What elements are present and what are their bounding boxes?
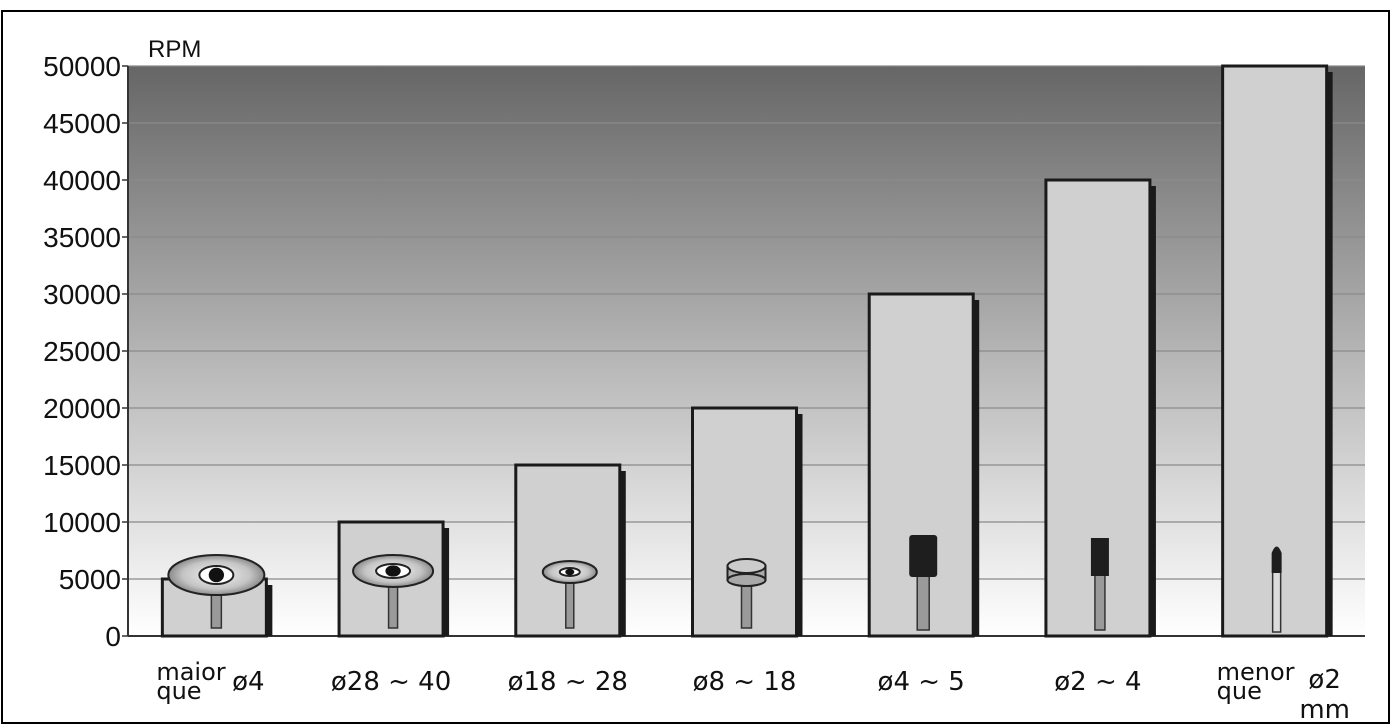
x-label: ø2 ~ 4: [1054, 667, 1141, 697]
y-tick-label: 15000: [43, 450, 121, 481]
y-tick-label: 50000: [43, 51, 121, 82]
large-bur-icon: [909, 535, 938, 631]
wheel-icon: [352, 554, 435, 629]
x-label-prefix-line1: maior: [156, 658, 225, 686]
tool-icons: [167, 535, 1282, 633]
chart-frame: [1, 10, 1390, 724]
x-label: ø8 ~ 18: [693, 667, 797, 697]
y-tick-label: 35000: [43, 222, 121, 253]
y-tick-label: 30000: [43, 279, 121, 310]
large-wheel-icon: [167, 554, 266, 629]
x-label: ø4 ~ 5: [878, 667, 965, 697]
x-label: ø18 ~ 28: [508, 667, 628, 697]
x-label-unit: mm: [1299, 695, 1350, 725]
bar: [1221, 64, 1329, 638]
x-label-value: ø4: [232, 667, 264, 697]
fine-point-icon: [1271, 546, 1282, 633]
y-tick-label: 10000: [43, 507, 121, 538]
x-label-prefix-line1: menor: [1217, 658, 1295, 686]
x-label-value: ø2: [1308, 665, 1340, 695]
y-tick-label: 25000: [43, 336, 121, 367]
cylinder-point-icon: [726, 558, 767, 629]
small-bur-icon: [1090, 538, 1109, 631]
small-wheel-icon: [541, 560, 598, 629]
x-label-prefix-line2: que: [156, 677, 201, 705]
unit-label: RPM: [148, 36, 201, 63]
y-tick-label: 20000: [43, 393, 121, 424]
bars: [160, 64, 1333, 638]
x-label: ø28 ~ 40: [331, 667, 451, 697]
y-tick-label: 5000: [59, 564, 121, 595]
x-label-prefix-line2: que: [1217, 677, 1262, 705]
y-tick-label: 45000: [43, 108, 121, 139]
y-tick-label: 0: [105, 621, 121, 652]
y-tick-label: 40000: [43, 165, 121, 196]
